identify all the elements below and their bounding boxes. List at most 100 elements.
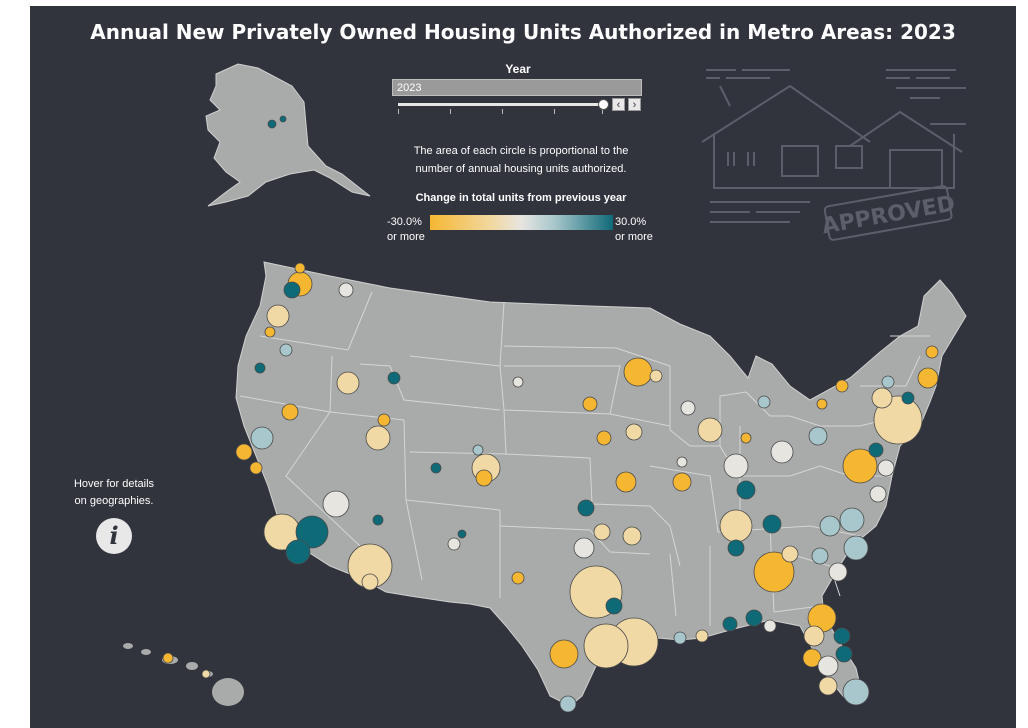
metro-bubble [680, 400, 696, 416]
metro-bubble [802, 648, 822, 668]
slider-tick [450, 109, 451, 114]
metro-bubble [279, 343, 293, 357]
slider-tick [554, 109, 555, 114]
metro-bubble [511, 571, 525, 585]
metro-bubble [573, 537, 595, 559]
metro-bubble [695, 629, 709, 643]
metro-bubble [740, 432, 752, 444]
metro-bubble [622, 526, 642, 546]
size-note: The area of each circle is proportional … [386, 142, 656, 178]
metro-bubble [828, 562, 848, 582]
metro-bubble [817, 655, 839, 677]
metro-bubble [839, 507, 865, 533]
metro-bubble [803, 625, 825, 647]
metro-bubble [869, 485, 887, 503]
legend-max-label-2: or more [615, 231, 653, 243]
year-slider-thumb[interactable] [598, 99, 609, 110]
hawaii-shape[interactable] [123, 643, 244, 706]
metro-bubble-map[interactable]: APPROVED [30, 6, 1016, 728]
slider-tick [398, 109, 399, 114]
metro-bubble [201, 669, 211, 679]
legend-title: Change in total units from previous year [415, 192, 627, 204]
year-filter-label: Year [505, 62, 531, 76]
metro-bubble [549, 639, 579, 669]
legend-max-label-1: 30.0% [615, 216, 647, 228]
metro-bubble [757, 395, 771, 409]
metro-bubble [577, 499, 595, 517]
hover-hint-line-2: on geographies. [74, 495, 154, 507]
legend-min-label-2: or more [387, 231, 425, 243]
metro-bubble [625, 423, 643, 441]
metro-bubble [763, 619, 777, 633]
metro-bubble [615, 471, 637, 493]
metro-bubble [475, 469, 493, 487]
info-icon[interactable]: i [96, 518, 132, 554]
metro-bubble [285, 539, 311, 565]
chevron-left-icon[interactable]: ‹ [612, 98, 625, 111]
slider-tick [502, 109, 503, 114]
metro-bubble [322, 490, 350, 518]
metro-bubble [605, 597, 623, 615]
metro-bubble [722, 616, 738, 632]
metro-bubble [283, 281, 301, 299]
metro-bubble [745, 609, 763, 627]
metro-bubble [835, 379, 849, 393]
metro-bubble [818, 676, 838, 696]
metro-bubble [901, 391, 915, 405]
metro-bubble [336, 371, 360, 395]
metro-bubble [877, 459, 895, 477]
metro-bubble [719, 509, 753, 543]
metro-bubble [162, 652, 174, 664]
metro-bubble [235, 443, 253, 461]
metro-bubble [430, 462, 442, 474]
metro-bubble [781, 545, 799, 563]
metro-bubble [361, 573, 379, 591]
metro-bubble [727, 539, 745, 557]
metro-bubbles[interactable] [162, 115, 939, 713]
metro-bubble [372, 514, 384, 526]
metro-bubble [266, 304, 290, 328]
metro-bubble [816, 398, 828, 410]
metro-bubble [881, 375, 895, 389]
metro-bubble [294, 262, 306, 274]
metro-bubble [279, 115, 287, 123]
metro-bubble [377, 413, 391, 427]
year-slider-track[interactable] [398, 103, 604, 106]
legend-max-label: 30.0% or more [615, 215, 653, 245]
metro-bubble [833, 627, 851, 645]
metro-bubble [736, 480, 756, 500]
metro-bubble [281, 403, 299, 421]
legend-min-label: -30.0% or more [387, 215, 425, 245]
metro-bubble [593, 523, 611, 541]
metro-bubble [583, 623, 629, 669]
metro-bubble [917, 367, 939, 389]
metro-bubble [447, 537, 461, 551]
metro-bubble [819, 515, 841, 537]
metro-bubble [249, 461, 263, 475]
chevron-right-icon[interactable]: › [628, 98, 641, 111]
metro-bubble [596, 430, 612, 446]
metro-bubble [873, 395, 923, 445]
metro-bubble [338, 282, 354, 298]
hover-hint: Hover for details on geographies. [64, 476, 164, 510]
metro-bubble [457, 529, 467, 539]
alaska-shape[interactable] [205, 63, 371, 207]
svg-text:APPROVED: APPROVED [820, 191, 957, 239]
slider-tick [602, 109, 603, 114]
metro-bubble [842, 448, 878, 484]
metro-bubble [582, 396, 598, 412]
metro-bubble [770, 440, 794, 464]
metro-bubble [267, 119, 277, 129]
metro-bubble [512, 376, 524, 388]
metro-bubble [808, 426, 828, 446]
metro-bubble [472, 444, 484, 456]
house-approved-illustration: APPROVED [701, 69, 966, 241]
metro-bubble [925, 345, 939, 359]
metro-bubble [811, 547, 829, 565]
year-select[interactable]: 2023 [392, 79, 642, 96]
metro-bubble [871, 387, 893, 409]
metro-bubble [843, 535, 869, 561]
metro-bubble [387, 371, 401, 385]
legend-min-label-1: -30.0% [387, 216, 422, 228]
metro-bubble [264, 326, 276, 338]
